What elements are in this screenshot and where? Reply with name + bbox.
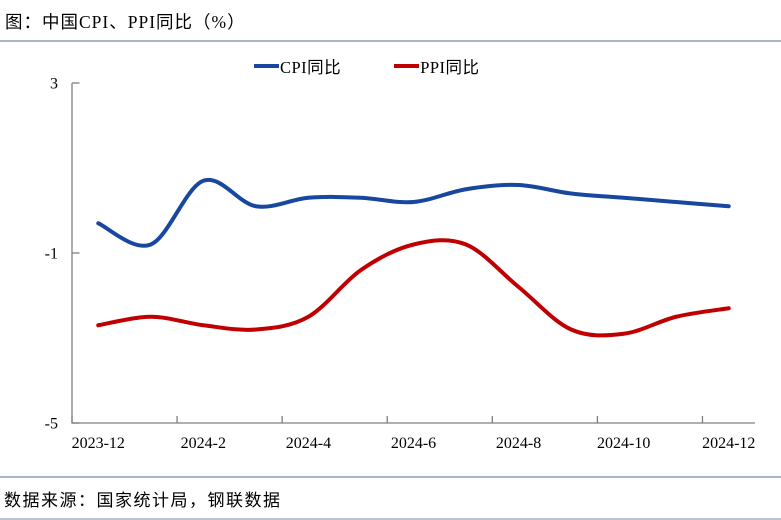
- legend-item-ppi: PPI同比: [394, 54, 479, 78]
- axis-lines: [71, 83, 755, 424]
- x-tick-label: 2024-8: [496, 435, 541, 452]
- x-tick-label: 2024-6: [391, 435, 436, 452]
- chart-legend: CPI同比 PPI同比: [254, 54, 480, 78]
- data-source: 数据来源：国家统计局，钢联数据: [4, 491, 282, 510]
- ppi-line-swatch: [394, 64, 420, 68]
- y-tick-label: -1: [45, 246, 58, 263]
- x-tick-label: 2024-10: [597, 435, 650, 452]
- cpi-line-swatch: [254, 64, 279, 68]
- footer-divider: [0, 476, 781, 478]
- chart-title: 图：中国CPI、PPI同比（%）: [5, 12, 246, 32]
- x-tick-label: 2023-12: [72, 435, 125, 452]
- bottom-divider: [0, 518, 781, 520]
- y-tick-label: 3: [50, 76, 58, 93]
- x-tick-label: 2024-4: [286, 435, 331, 452]
- legend-item-cpi: CPI同比: [254, 54, 341, 78]
- ppi-line: [96, 238, 731, 338]
- y-tick-label: -5: [45, 416, 58, 433]
- legend-label-cpi: CPI同比: [280, 58, 342, 77]
- x-tick-label: 2024-12: [702, 435, 755, 452]
- cpi-line: [96, 177, 731, 248]
- legend-label-ppi: PPI同比: [420, 58, 480, 77]
- x-tick-label: 2024-2: [181, 435, 226, 452]
- title-divider: [0, 40, 781, 42]
